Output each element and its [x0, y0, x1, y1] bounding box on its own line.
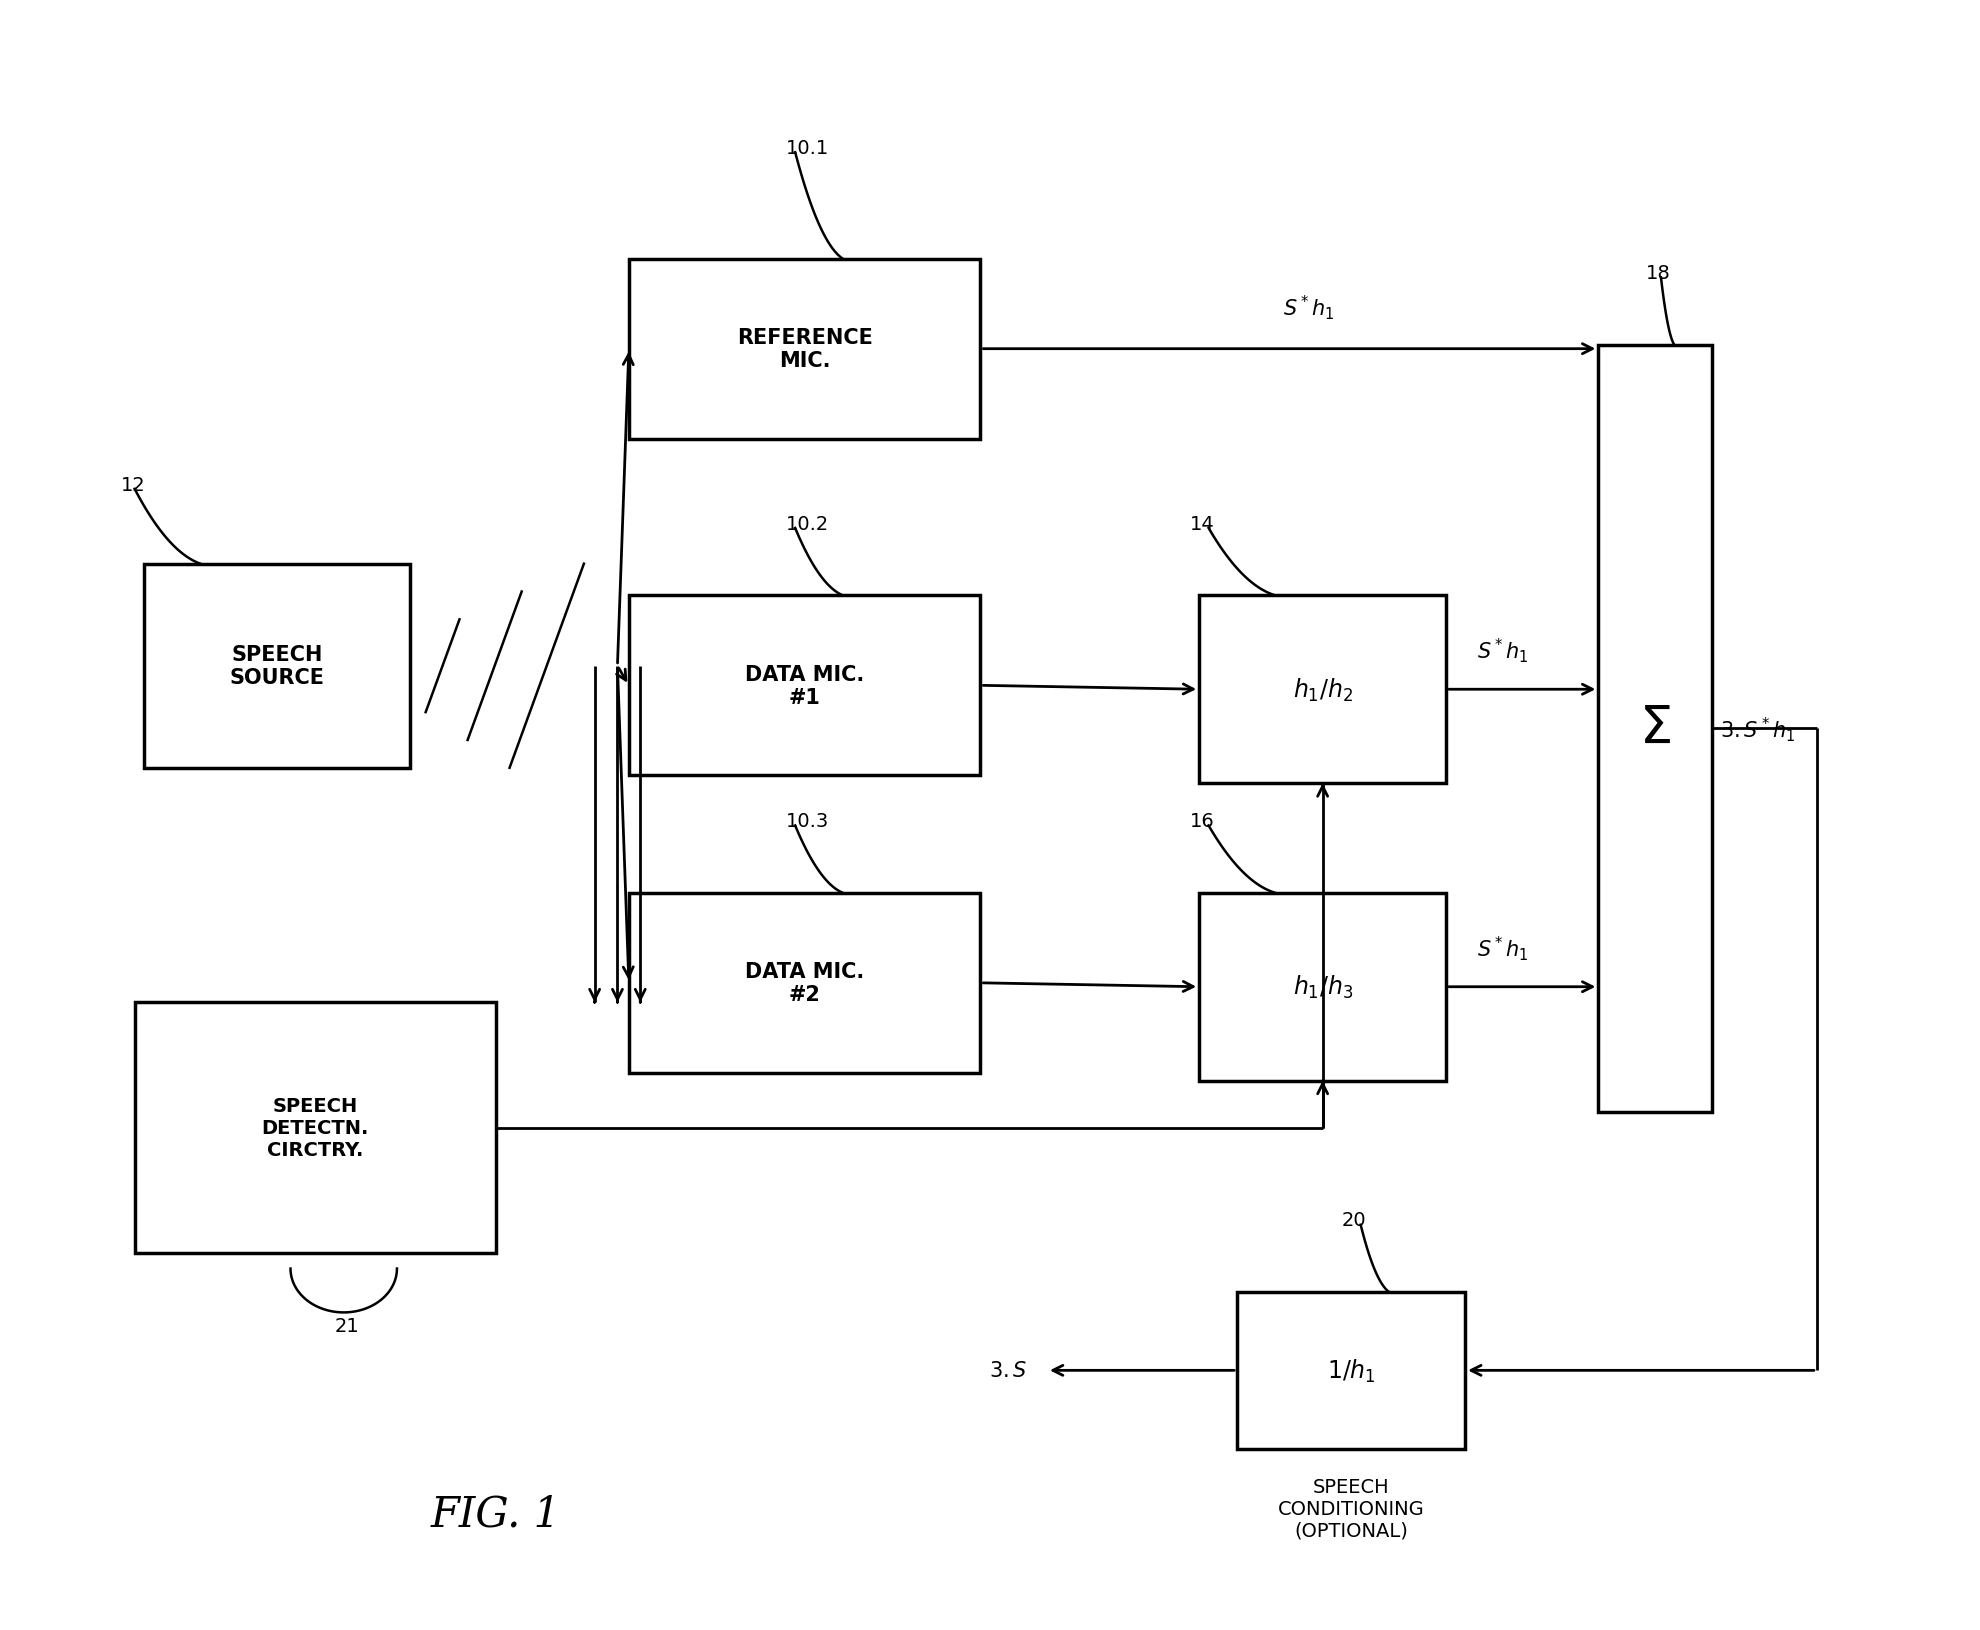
- Text: REFERENCE
MIC.: REFERENCE MIC.: [737, 328, 873, 372]
- Text: DATA MIC.
#2: DATA MIC. #2: [744, 962, 865, 1004]
- Text: 10.2: 10.2: [786, 515, 830, 533]
- Text: $1/h_1$: $1/h_1$: [1327, 1356, 1376, 1384]
- Text: FIG. 1: FIG. 1: [432, 1493, 560, 1535]
- Bar: [630, 597, 980, 776]
- Bar: [1200, 893, 1445, 1081]
- Bar: [135, 1002, 495, 1253]
- Text: $3.S^*h_1$: $3.S^*h_1$: [1721, 714, 1796, 743]
- Text: SPEECH
CONDITIONING
(OPTIONAL): SPEECH CONDITIONING (OPTIONAL): [1277, 1477, 1424, 1540]
- Text: SPEECH
DETECTN.
CIRCTRY.: SPEECH DETECTN. CIRCTRY.: [261, 1097, 368, 1159]
- Bar: [145, 564, 410, 768]
- Text: 12: 12: [121, 476, 147, 494]
- Bar: [630, 259, 980, 440]
- Text: $h_1/h_3$: $h_1/h_3$: [1293, 973, 1352, 1001]
- Text: 16: 16: [1190, 812, 1214, 831]
- Bar: [630, 893, 980, 1073]
- Text: 18: 18: [1645, 264, 1671, 284]
- Text: 10.3: 10.3: [786, 812, 830, 831]
- Text: $\Sigma$: $\Sigma$: [1639, 703, 1671, 755]
- Text: $S^*h_1$: $S^*h_1$: [1283, 292, 1335, 321]
- Text: $S^*h_1$: $S^*h_1$: [1477, 934, 1529, 962]
- Text: $h_1/h_2$: $h_1/h_2$: [1293, 676, 1352, 704]
- Bar: [1238, 1293, 1465, 1449]
- Text: 21: 21: [335, 1315, 358, 1335]
- Text: 14: 14: [1190, 515, 1214, 533]
- Text: DATA MIC.
#1: DATA MIC. #1: [744, 665, 865, 707]
- Bar: [1200, 597, 1445, 784]
- Text: SPEECH
SOURCE: SPEECH SOURCE: [230, 645, 325, 688]
- Text: $3.S$: $3.S$: [990, 1361, 1028, 1381]
- Text: 10.1: 10.1: [786, 139, 830, 158]
- Text: 20: 20: [1342, 1211, 1366, 1229]
- Bar: [1598, 346, 1713, 1112]
- Text: $S^*h_1$: $S^*h_1$: [1477, 636, 1529, 665]
